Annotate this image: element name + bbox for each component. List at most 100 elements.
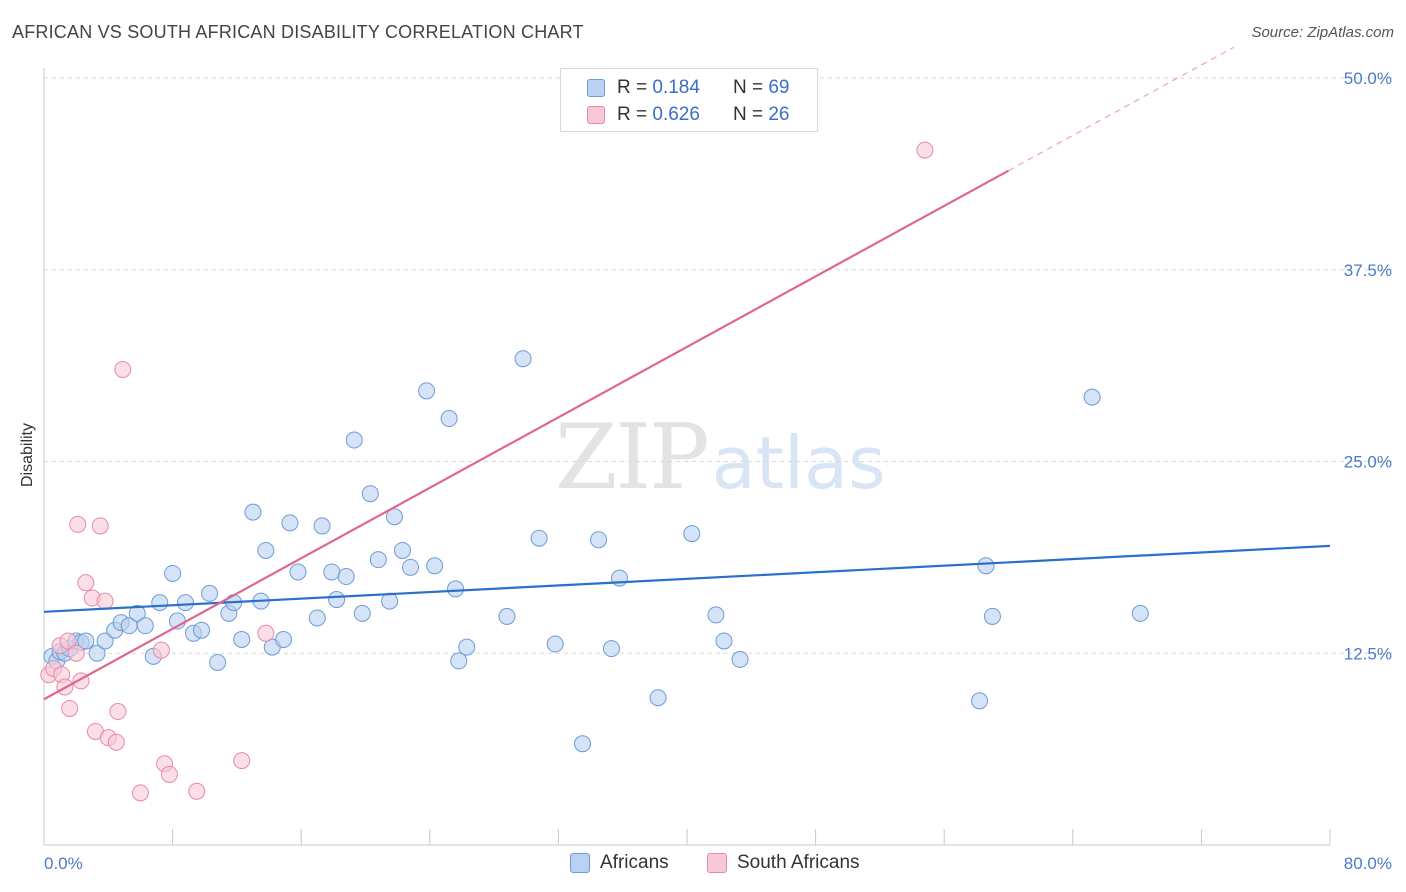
africans-point [731, 650, 749, 668]
y-tick-label: 12.5% [1344, 644, 1392, 663]
y-tick-label: 25.0% [1344, 453, 1392, 472]
legend-item-south-africans[interactable]: South Africans [707, 852, 860, 874]
south-africans-trendline [43, 169, 1010, 701]
africans-point [590, 531, 608, 549]
south-africans-point [67, 644, 85, 662]
africans-point [971, 692, 989, 710]
africans-point [514, 350, 532, 368]
africans-point [983, 607, 1001, 625]
africans-point [77, 632, 95, 650]
chart-title: AFRICAN VS SOUTH AFRICAN DISABILITY CORR… [12, 22, 584, 42]
africans-point [201, 584, 219, 602]
africans-point [546, 635, 564, 653]
legend-n-label: N = [732, 104, 764, 125]
africans-point [308, 609, 326, 627]
africans-point [281, 514, 299, 532]
africans-swatch [570, 853, 590, 873]
africans-point [151, 594, 169, 612]
south-africans-point [96, 592, 114, 610]
south-africans-point [233, 752, 251, 770]
y-tick-label: 37.5% [1344, 261, 1392, 280]
south-africans-point [160, 765, 178, 783]
south-africans-point [91, 517, 109, 535]
chart-source: Source: ZipAtlas.com [1251, 24, 1394, 41]
stats-legend: R = 0.184 N = 69 R = 0.626 N = 26 [560, 68, 818, 132]
legend-n-value: 26 [768, 104, 790, 125]
south-africans-point [107, 733, 125, 751]
africans-point [418, 382, 436, 400]
south-africans-point [188, 782, 206, 800]
legend-r-value: 0.626 [652, 104, 700, 125]
africans-point [381, 592, 399, 610]
africans-point [426, 557, 444, 575]
south-africans-swatch [587, 106, 605, 124]
africans-point [458, 638, 476, 656]
legend-row-south-africans: R = 0.626 N = 26 [587, 103, 789, 127]
africans-point [977, 557, 995, 575]
africans-point [233, 630, 251, 648]
africans-point [136, 617, 154, 635]
africans-point [1083, 388, 1101, 406]
africans-point [257, 541, 275, 559]
africans-point [530, 529, 548, 547]
x-tick-label: 80.0% [1344, 854, 1392, 873]
south-africans-point [61, 699, 79, 717]
south-africans-point [916, 141, 934, 159]
south-africans-point [59, 632, 77, 650]
africans-point [96, 632, 114, 650]
watermark-atlas: atlas [711, 421, 886, 505]
africans-point [574, 735, 592, 753]
africans-point [193, 621, 211, 639]
africans-point [275, 630, 293, 648]
africans-point [393, 541, 411, 559]
africans-point [715, 632, 733, 650]
south-africans-trendline-extension [1008, 46, 1234, 172]
africans-point [88, 644, 106, 662]
africans-point [402, 558, 420, 576]
x-tick-label: 0.0% [44, 854, 83, 873]
africans-point [289, 563, 307, 581]
africans-point [447, 580, 465, 598]
africans-point [337, 568, 355, 586]
legend-label-africans: Africans [600, 852, 669, 873]
africans-point [361, 485, 379, 503]
africans-point [209, 653, 227, 671]
africans-point [450, 652, 468, 670]
africans-point [707, 606, 725, 624]
south-africans-point [152, 641, 170, 659]
south-africans-point [131, 784, 149, 802]
africans-point [1131, 604, 1149, 622]
africans-point [602, 640, 620, 658]
south-africans-point [257, 624, 275, 642]
legend-r-label: R = [617, 77, 648, 98]
africans-point [345, 431, 363, 449]
south-africans-point [109, 703, 127, 721]
legend-item-africans[interactable]: Africans [570, 852, 669, 874]
watermark-zip: ZIP [555, 405, 710, 510]
y-tick-label: 50.0% [1344, 69, 1392, 88]
legend-n-value: 69 [768, 77, 790, 98]
south-africans-point [77, 574, 95, 592]
africans-point [323, 563, 341, 581]
africans-point [440, 410, 458, 428]
africans-point [498, 607, 516, 625]
south-africans-swatch [707, 853, 727, 873]
africans-point [353, 604, 371, 622]
africans-point [313, 517, 331, 535]
africans-point [244, 503, 262, 521]
africans-swatch [587, 79, 605, 97]
africans-point [385, 508, 403, 526]
africans-point [176, 594, 194, 612]
legend-row-africans: R = 0.184 N = 69 [587, 76, 789, 100]
legend-n-label: N = [732, 77, 764, 98]
africans-point [649, 689, 667, 707]
africans-point [683, 525, 701, 543]
africans-point [128, 604, 146, 622]
africans-point [164, 564, 182, 582]
legend-r-value: 0.184 [652, 77, 700, 98]
legend-label-south-africans: South Africans [737, 852, 860, 873]
africans-point [369, 551, 387, 569]
africans-point [328, 591, 346, 609]
africans-trendline [43, 544, 1331, 613]
